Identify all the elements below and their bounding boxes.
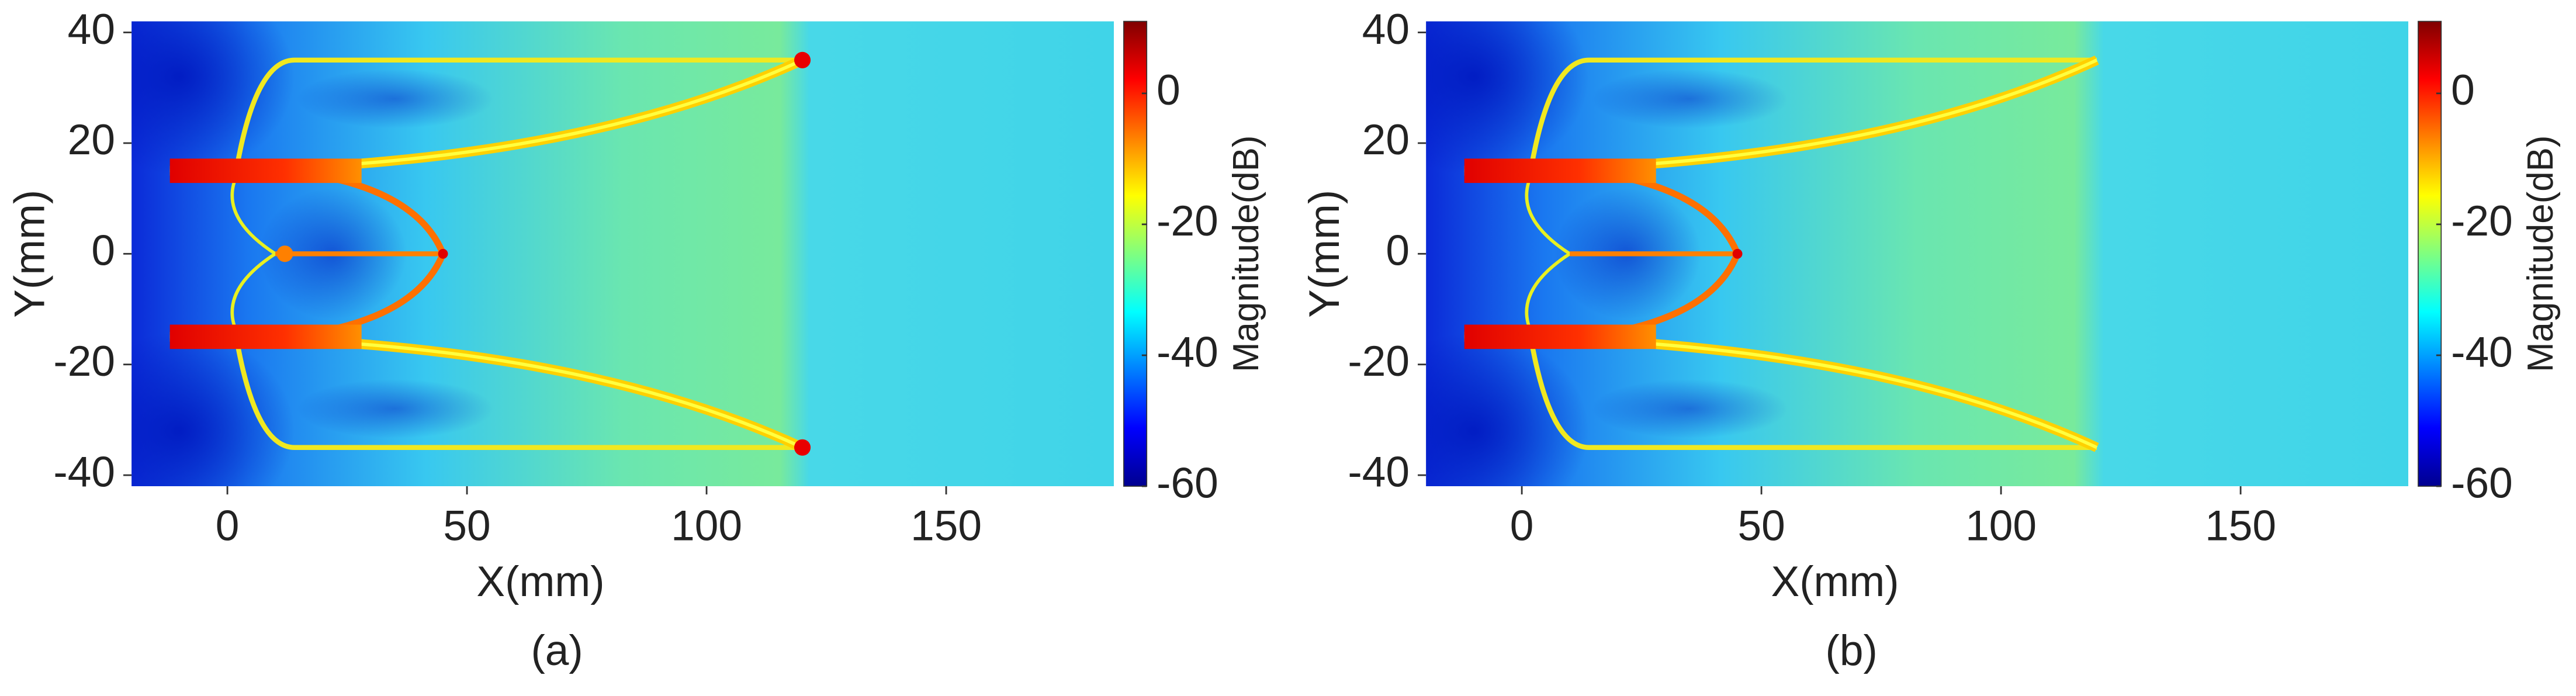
- y-tick-label: 20: [1362, 116, 1410, 164]
- field-arc: [1525, 252, 1571, 334]
- x-tick-label: 50: [443, 502, 490, 549]
- field-beam: [169, 158, 362, 183]
- colorbar-tick-label: 0: [2451, 67, 2475, 114]
- field-beam: [169, 324, 362, 349]
- field-dark: [1591, 379, 1788, 439]
- caption: (b): [1825, 627, 1877, 674]
- colorbar-tick-label: -40: [2451, 328, 2513, 376]
- colorbar-label: Magnitude(dB): [1226, 136, 1266, 373]
- field-spot: [794, 439, 811, 456]
- y-tick-label: 40: [68, 6, 115, 53]
- field-edge: [1529, 340, 2097, 450]
- caption: (a): [531, 627, 583, 674]
- field-beam: [1464, 158, 1656, 183]
- y-tick-label: 20: [68, 116, 115, 164]
- colorbar-tick-label: 0: [1157, 67, 1180, 114]
- field-dark: [296, 379, 494, 439]
- y-tick-label: 0: [91, 227, 115, 275]
- field-spot: [1732, 248, 1743, 259]
- y-tick-label: -20: [53, 338, 115, 385]
- x-tick-label: 100: [1965, 502, 2037, 549]
- x-tick-label: 0: [1510, 502, 1534, 549]
- heatmap: [131, 21, 1114, 487]
- field-dark: [1591, 69, 1788, 129]
- field-dark: [131, 332, 295, 487]
- x-tick-label: 0: [216, 502, 240, 549]
- x-axis-label: X(mm): [476, 558, 604, 605]
- y-axis-label: Y(mm): [6, 190, 54, 318]
- colorbar-label: Magnitude(dB): [2520, 136, 2561, 373]
- x-tick-label: 150: [910, 502, 982, 549]
- y-tick-label: 40: [1362, 6, 1410, 53]
- panel: 0 50 100 150 -40 -20 0 20 40 X(mm) Y(mm) (a) -60 -40 -…: [6, 6, 1266, 674]
- field-dark: [296, 69, 494, 129]
- panel: 0 50 100 150 -40 -20 0 20 40 X(mm) Y(mm) (b) -60 -40 -…: [1301, 6, 2561, 674]
- x-tick-label: 50: [1737, 502, 1785, 549]
- colorbar-tick-label: -60: [2451, 459, 2513, 507]
- y-tick-label: 0: [1386, 227, 1410, 275]
- y-tick-label: -40: [1348, 448, 1410, 496]
- field-edge: [1529, 57, 2097, 167]
- field-arc: [230, 252, 276, 334]
- colorbar-tick-label: -40: [1157, 328, 1218, 376]
- field-edge: [234, 340, 803, 450]
- field-dark: [1426, 332, 1589, 487]
- y-axis-label: Y(mm): [1301, 190, 1348, 318]
- field-arc: [230, 174, 276, 255]
- x-axis-label: X(mm): [1771, 558, 1899, 605]
- field-arc: [1525, 174, 1571, 255]
- field-spot: [794, 51, 811, 68]
- colorbar-tick-label: -20: [1157, 198, 1218, 245]
- x-tick-label: 100: [671, 502, 742, 549]
- colorbar-tick-label: -20: [2451, 198, 2513, 245]
- y-tick-label: -40: [53, 448, 115, 496]
- field-dark: [1426, 21, 1589, 175]
- field-spot: [438, 248, 448, 259]
- colorbar: [2418, 20, 2442, 487]
- y-tick-label: -20: [1348, 338, 1410, 385]
- field-spot: [276, 245, 293, 262]
- heatmap: [1426, 21, 2409, 487]
- x-tick-label: 150: [2205, 502, 2276, 549]
- colorbar-tick-label: -60: [1157, 459, 1218, 507]
- colorbar: [1123, 20, 1148, 487]
- field-edge: [234, 57, 803, 167]
- field-dark: [131, 21, 295, 175]
- field-beam: [1464, 324, 1656, 349]
